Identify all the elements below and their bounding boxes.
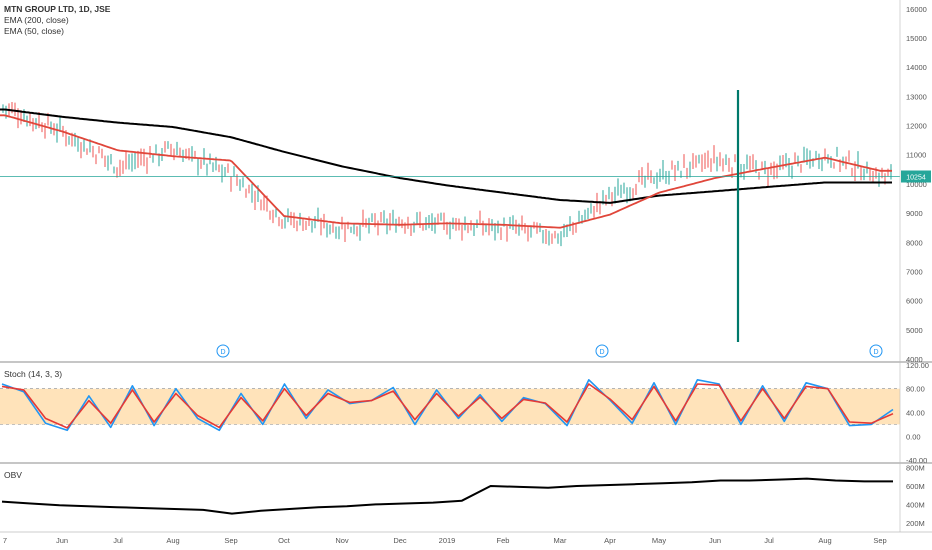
- price-tick-label: 15000: [906, 34, 927, 43]
- chart-legend: MTN GROUP LTD, 1D, JSE EMA (200, close) …: [4, 4, 110, 37]
- price-tick-label: 7000: [906, 268, 923, 277]
- x-tick-label: May: [652, 536, 666, 545]
- x-tick-label: Sep: [873, 536, 886, 545]
- x-tick-label: Jun: [56, 536, 68, 545]
- stoch-tick-label: 0.00: [906, 432, 921, 441]
- x-tick-label: Apr: [604, 536, 616, 545]
- price-tick-label: 13000: [906, 92, 927, 101]
- dividend-marker: [216, 344, 230, 358]
- x-tick-label: Aug: [166, 536, 179, 545]
- dividend-marker-label: D: [599, 349, 604, 356]
- stoch-tick-label: 40.00: [906, 409, 925, 418]
- x-tick-label: Dec: [393, 536, 407, 545]
- ema50-legend: EMA (50, close): [4, 26, 64, 36]
- x-tick-label: Jul: [113, 536, 123, 545]
- symbol-title: MTN GROUP LTD, 1D, JSE: [4, 4, 111, 14]
- stoch-tick-label: 120.00: [906, 361, 929, 370]
- x-tick-label: Sep: [224, 536, 237, 545]
- dividend-marker-label: D: [873, 349, 878, 356]
- price-tick-label: 12000: [906, 122, 927, 131]
- x-axis: 7 Jun Jul Aug Sep Oct Nov Dec 2019 Feb Mar Apr May Ju…: [3, 536, 887, 545]
- price-badge-bg: [901, 170, 931, 183]
- x-tick-label: Nov: [335, 536, 349, 545]
- x-tick-label: Jun: [709, 536, 721, 545]
- stoch-d-line: [1, 383, 894, 429]
- price-tick-label: 8000: [906, 238, 923, 247]
- obv-tick-label: 600M: [906, 482, 925, 491]
- obv-tick-label: 400M: [906, 500, 925, 509]
- obv-panel[interactable]: 800M 600M 400M 200M: [1, 464, 925, 528]
- price-tick-label: 4000: [906, 355, 923, 364]
- dividend-marker-label: D: [220, 349, 225, 356]
- ema200-line: [0, 108, 892, 204]
- dividend-marker: [869, 344, 883, 358]
- stoch-tick-label: 80.00: [906, 385, 925, 394]
- x-tick-label: Aug: [818, 536, 831, 545]
- stoch-tick-label: -40.00: [906, 456, 927, 465]
- obv-line: [1, 477, 893, 515]
- price-panel[interactable]: 16000 15000 14000 13000 12000 11000 10000 9000 8…: [0, 5, 931, 364]
- price-tick-label: 5000: [906, 326, 923, 335]
- x-tick-label: Oct: [278, 536, 291, 545]
- stoch-legend: Stoch (14, 3, 3): [4, 369, 63, 379]
- x-tick-label: 2019: [439, 536, 456, 545]
- ema200-legend: EMA (200, close): [4, 15, 69, 25]
- obv-legend: OBV: [4, 470, 22, 480]
- price-badge: 10254: [906, 175, 926, 182]
- price-tick-label: 16000: [906, 5, 927, 14]
- dividend-marker: [595, 344, 609, 358]
- obv-tick-label: 200M: [906, 519, 925, 528]
- price-tick-label: 6000: [906, 297, 923, 306]
- stoch-panel[interactable]: 120.00 80.00 40.00 0.00 -40.00: [0, 361, 929, 465]
- price-tick-label: 10000: [906, 180, 927, 189]
- x-tick-label: Jul: [764, 536, 774, 545]
- x-tick-label: 7: [3, 536, 7, 545]
- x-tick-label: Mar: [554, 536, 567, 545]
- obv-tick-label: 800M: [906, 464, 925, 473]
- ema50-line: [0, 114, 892, 229]
- price-tick-label: 14000: [906, 63, 927, 72]
- x-tick-label: Feb: [497, 536, 510, 545]
- price-tick-label: 9000: [906, 209, 923, 218]
- price-tick-label: 11000: [906, 151, 926, 160]
